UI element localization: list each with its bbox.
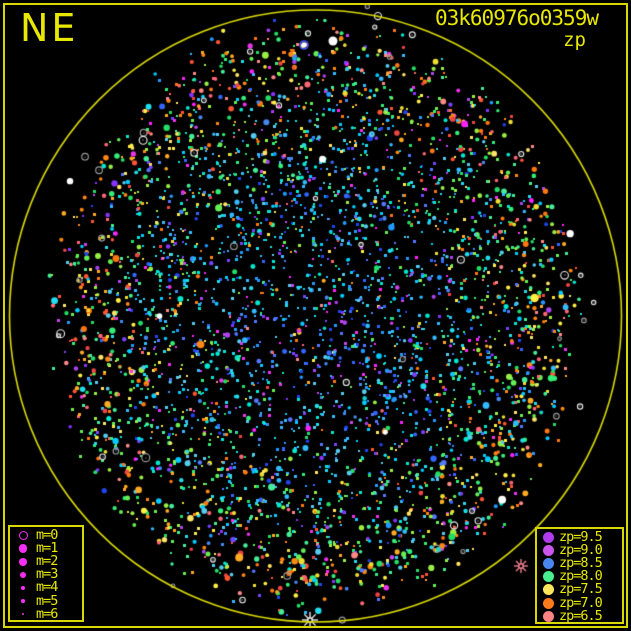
exposure-title: 03k60976o0359w <box>434 6 599 30</box>
magnitude-marker-icon <box>18 544 28 553</box>
magnitude-marker-icon <box>21 613 25 616</box>
magnitude-legend: m=0 m=1 m=2 m=3 m=4 m=5 m=6 <box>8 525 84 622</box>
legend-label: zp=9.0 <box>559 542 603 559</box>
legend-row: m=6 <box>10 605 82 622</box>
magnitude-marker-icon <box>19 557 27 566</box>
magnitude-marker-icon <box>20 585 26 591</box>
zeropoint-color-icon <box>542 558 554 570</box>
legend-label: zp=6.5 <box>559 607 603 624</box>
legend-label: m=2 <box>36 553 58 570</box>
legend-row: m=0 <box>10 527 82 544</box>
legend-label: m=5 <box>36 592 58 609</box>
legend-row: zp=8.0 <box>537 570 622 583</box>
legend-row: m=5 <box>10 594 82 607</box>
legend-row: zp=9.0 <box>537 542 622 559</box>
magnitude-marker-icon <box>21 599 25 603</box>
color-variable-label: zp <box>563 29 586 51</box>
magnitude-marker-icon <box>18 531 28 541</box>
legend-row: zp=8.5 <box>537 555 622 572</box>
orientation-label: NE <box>20 6 79 50</box>
legend-row: zp=7.5 <box>537 583 622 596</box>
legend-label: m=4 <box>36 579 58 596</box>
legend-row: zp=9.5 <box>537 529 622 546</box>
zeropoint-color-icon <box>542 532 554 544</box>
legend-row: m=4 <box>10 581 82 594</box>
legend-row: zp=6.5 <box>537 607 622 624</box>
zeropoint-color-icon <box>542 610 554 622</box>
zeropoint-color-icon <box>542 597 554 609</box>
zeropoint-color-icon <box>542 584 554 596</box>
zeropoint-color-icon <box>542 571 554 583</box>
legend-row: zp=7.0 <box>537 596 622 609</box>
legend-label: zp=8.0 <box>559 568 603 585</box>
zeropoint-color-icon <box>542 545 554 557</box>
legend-label: m=1 <box>36 540 58 557</box>
legend-label: zp=7.0 <box>559 594 603 611</box>
legend-label: m=3 <box>36 566 58 583</box>
legend-row: m=1 <box>10 540 82 557</box>
legend-label: m=6 <box>36 605 58 622</box>
magnitude-marker-icon <box>19 571 27 579</box>
zeropoint-legend: zp=9.5 zp=9.0 zp=8.5 zp=8.0 zp=7.5 zp=7.… <box>535 527 624 624</box>
legend-label: zp=7.5 <box>559 581 603 598</box>
legend-row: m=3 <box>10 568 82 581</box>
legend-label: zp=9.5 <box>559 529 603 546</box>
legend-row: m=2 <box>10 553 82 570</box>
legend-label: m=0 <box>36 527 58 544</box>
legend-label: zp=8.5 <box>559 555 603 572</box>
